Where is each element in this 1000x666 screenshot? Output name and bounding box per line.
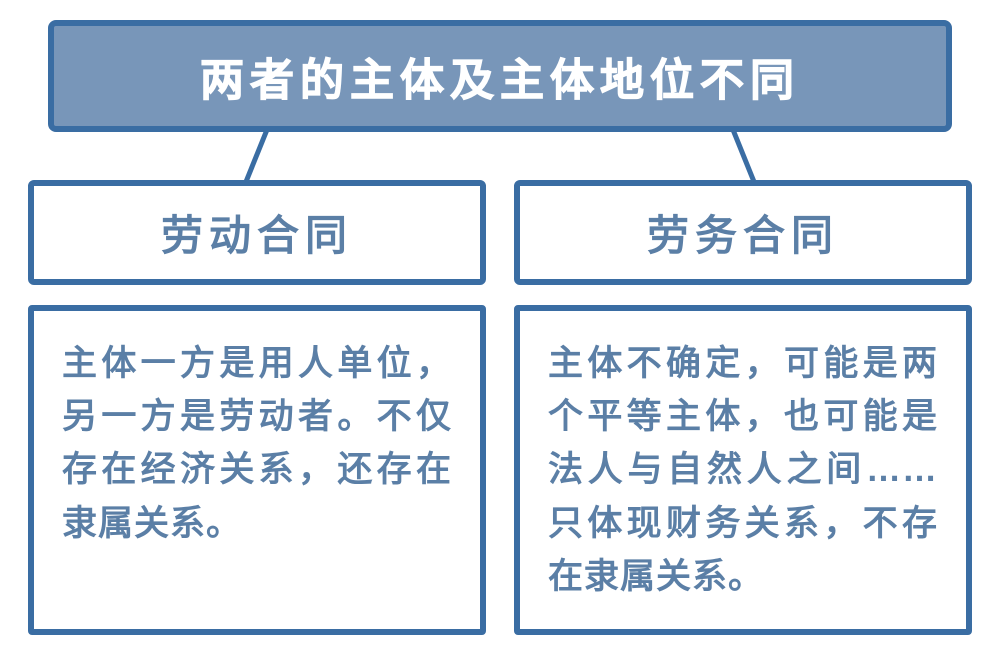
right-column: 劳务合同 主体不确定，可能是两个平等主体，也可能是法人与自然人之间……只体现财务… (514, 180, 972, 635)
right-body: 主体不确定，可能是两个平等主体，也可能是法人与自然人之间……只体现财务关系，不存… (548, 337, 938, 603)
connector-area (28, 132, 972, 180)
left-body: 主体一方是用人单位，另一方是劳动者。不仅存在经济关系，还存在隶属关系。 (62, 337, 452, 550)
columns-row: 劳动合同 主体一方是用人单位，另一方是劳动者。不仅存在经济关系，还存在隶属关系。… (28, 180, 972, 635)
left-subheader: 劳动合同 (28, 180, 486, 285)
left-title: 劳动合同 (44, 202, 470, 263)
right-subheader: 劳务合同 (514, 180, 972, 285)
right-content-box: 主体不确定，可能是两个平等主体，也可能是法人与自然人之间……只体现财务关系，不存… (514, 305, 972, 635)
left-column: 劳动合同 主体一方是用人单位，另一方是劳动者。不仅存在经济关系，还存在隶属关系。 (28, 180, 486, 635)
left-content-box: 主体一方是用人单位，另一方是劳动者。不仅存在经济关系，还存在隶属关系。 (28, 305, 486, 635)
connector-left (244, 125, 271, 183)
right-title: 劳务合同 (530, 202, 956, 263)
diagram-header: 两者的主体及主体地位不同 (48, 20, 952, 132)
connector-right (729, 125, 756, 183)
diagram-title: 两者的主体及主体地位不同 (64, 44, 936, 108)
